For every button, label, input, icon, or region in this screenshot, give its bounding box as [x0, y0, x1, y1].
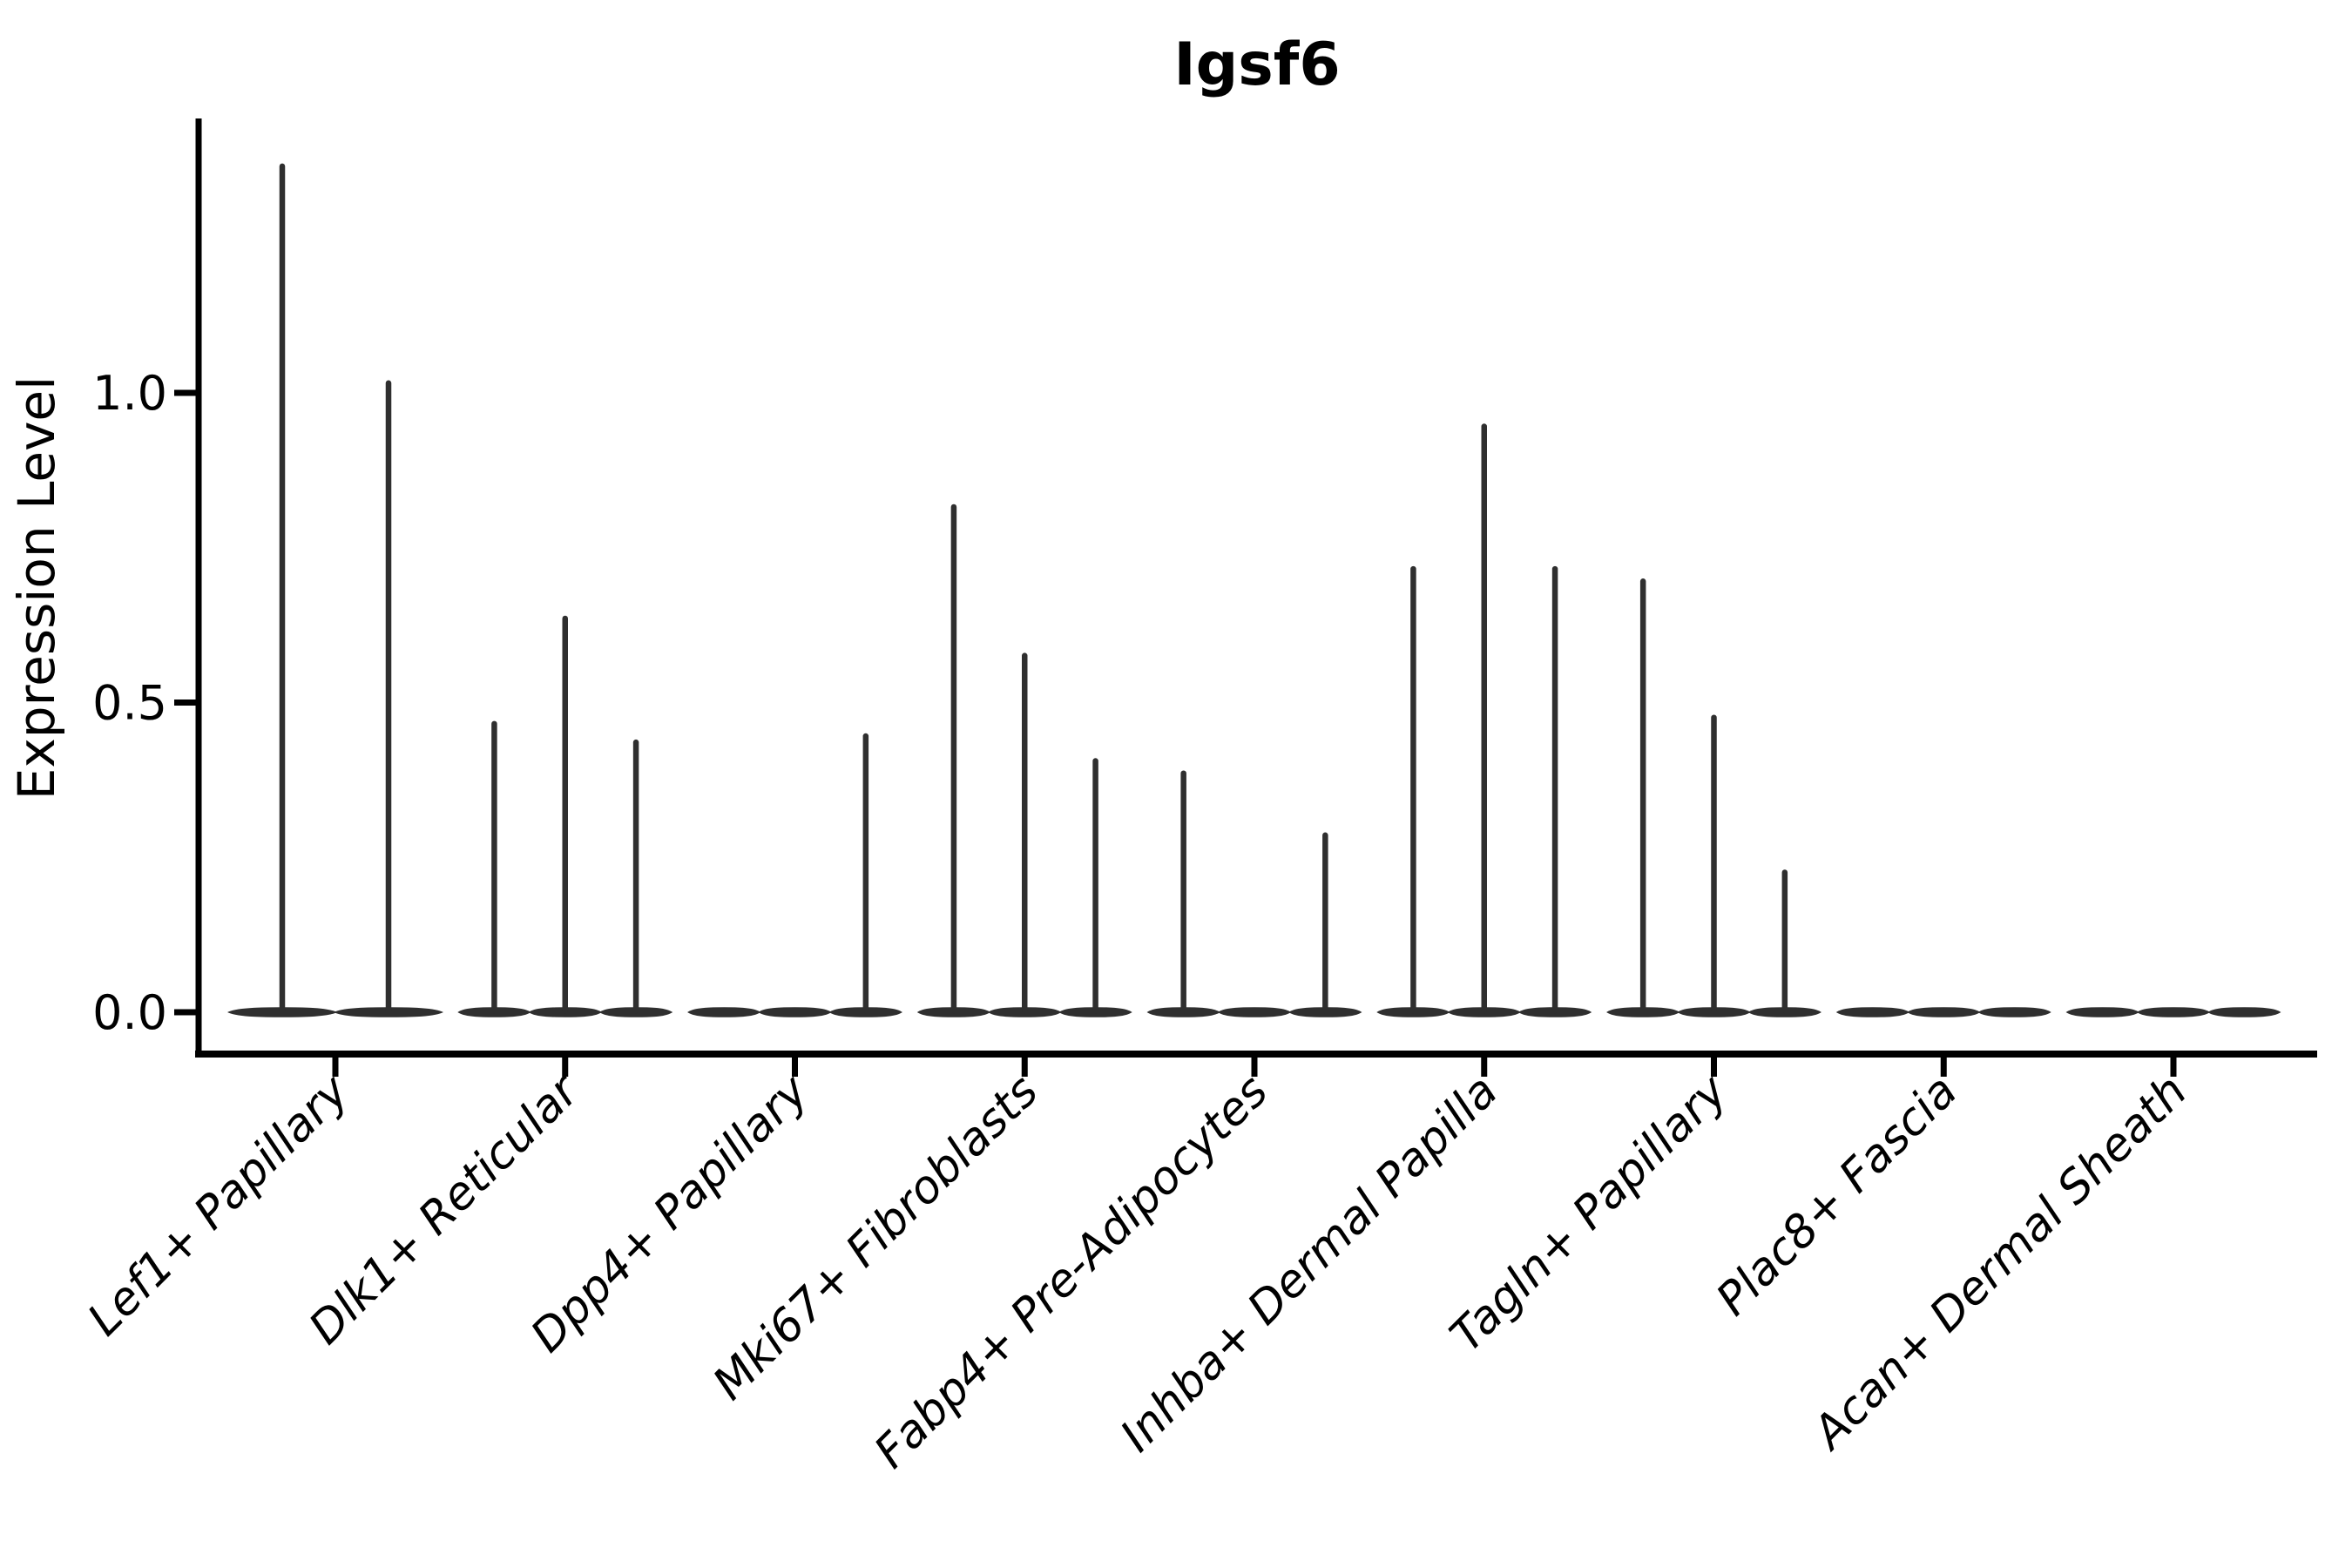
violin-body	[1835, 1007, 1910, 1017]
violin-body	[687, 1007, 761, 1017]
x-tick-label: Acan+ Dermal Sheath	[1801, 1065, 2197, 1461]
chart-title: Igsf6	[1173, 30, 1340, 99]
violin-body	[1907, 1007, 1981, 1017]
y-tick-label: 0.0	[92, 985, 167, 1040]
violin-body	[2065, 1007, 2139, 1017]
x-tick-label: Plac8+ Fascia	[1707, 1065, 1967, 1326]
x-tick-label: Inhba+ Dermal Papilla	[1111, 1065, 1508, 1463]
violin-body	[758, 1007, 832, 1017]
y-tick-label: 1.0	[92, 366, 167, 421]
y-tick-label: 0.5	[92, 676, 167, 731]
violin-group-2	[687, 733, 902, 1017]
violin-body	[1217, 1007, 1292, 1017]
violin-group-8	[2065, 1007, 2281, 1017]
violin-group-6	[1606, 578, 1821, 1017]
violin-group-1	[457, 615, 673, 1017]
violin-body	[1977, 1007, 2051, 1017]
violin-body	[2136, 1007, 2211, 1017]
violin-group-4	[1146, 770, 1362, 1017]
y-axis-label: Expression Level	[7, 376, 66, 800]
violin-group-3	[916, 504, 1132, 1017]
violin-group-7	[1835, 1007, 2051, 1017]
violin-group-0	[227, 163, 443, 1017]
x-tick-label: Fabp4+ Pre-Adipocytes	[865, 1065, 1279, 1479]
violin-group-5	[1376, 423, 1592, 1017]
violin-body	[2207, 1007, 2281, 1017]
